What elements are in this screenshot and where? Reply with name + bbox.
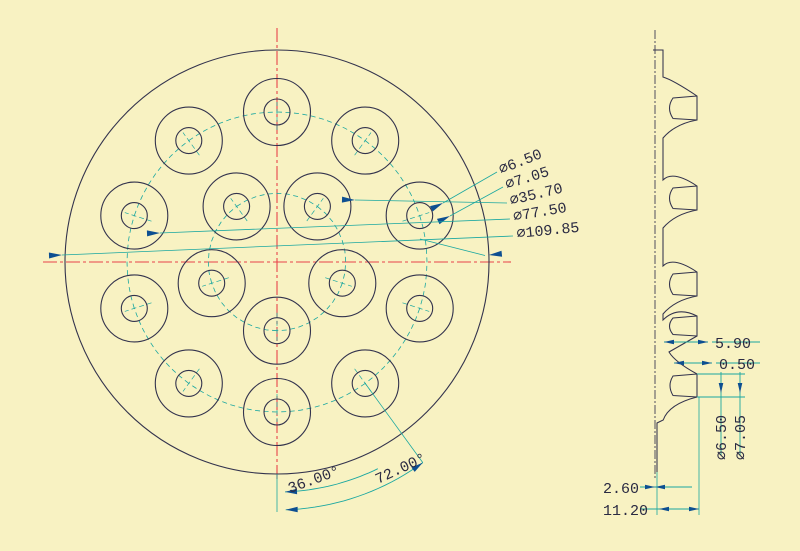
- svg-text:2.60: 2.60: [603, 481, 639, 498]
- svg-text:5.90: 5.90: [715, 336, 751, 353]
- svg-text:⌀7.05: ⌀7.05: [733, 415, 750, 460]
- svg-text:0.50: 0.50: [719, 357, 755, 374]
- svg-text:11.20: 11.20: [603, 503, 648, 520]
- svg-text:⌀6.50: ⌀6.50: [714, 415, 731, 460]
